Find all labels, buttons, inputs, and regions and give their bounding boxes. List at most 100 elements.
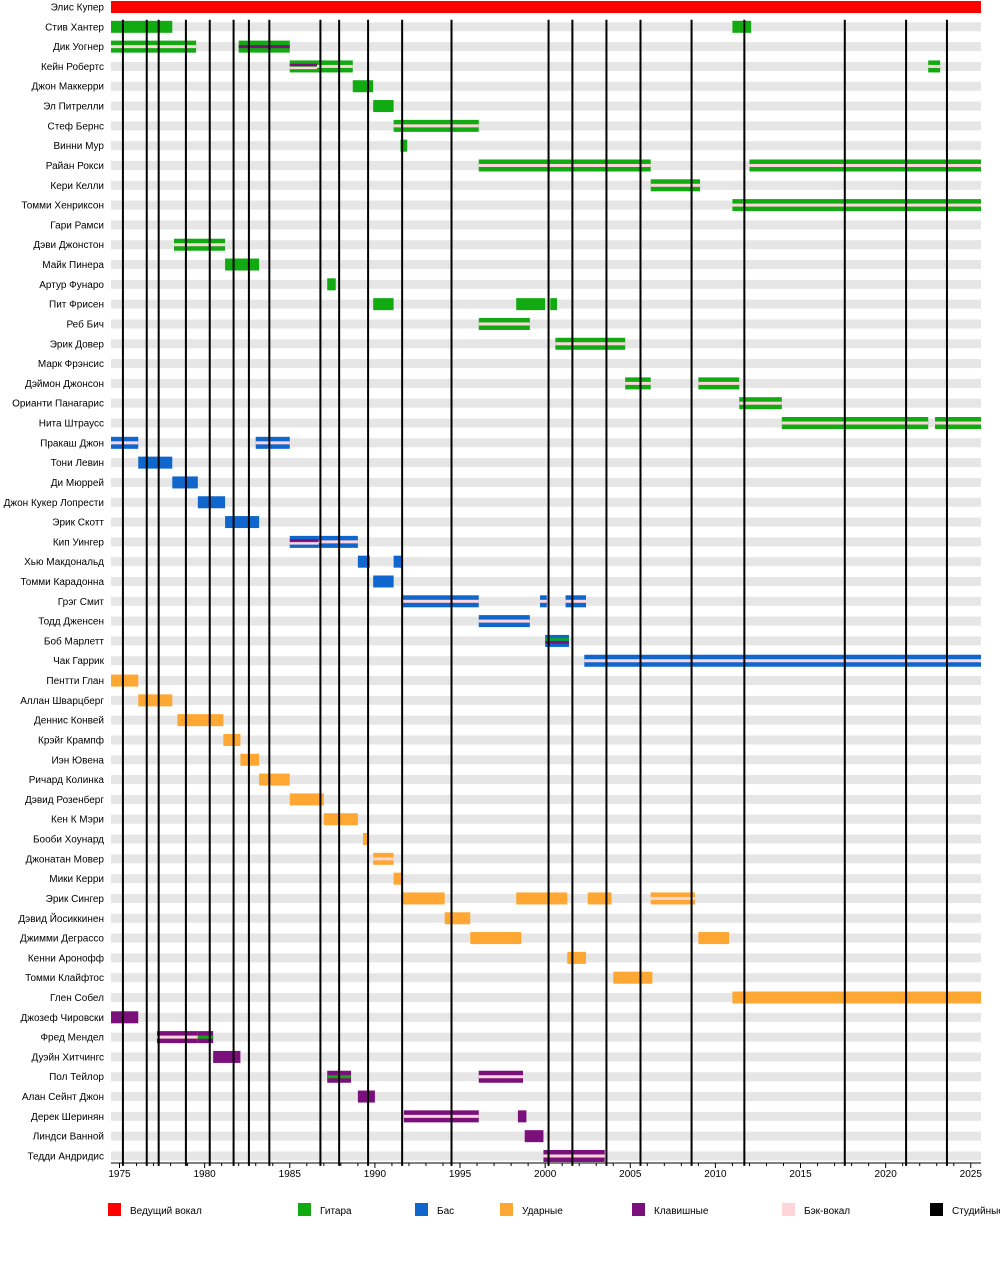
bar-stripe-backing [393,124,479,128]
member-label: Чак Гаррик [53,656,105,667]
row-band [111,22,981,32]
member-label: Дэвид Йосиккинен [18,912,104,925]
bar-guitar [373,100,394,113]
bar-drums [362,833,369,846]
bar-drums [613,971,653,984]
row-band [111,180,981,190]
legend-item-drums: Ударные [500,1203,563,1217]
bar-guitar [373,298,394,311]
legend-swatch-vocals [108,1203,121,1216]
member-label: Джон Маккерри [32,82,104,93]
x-tick-label: 1980 [194,1169,217,1180]
bar-guitar [516,298,546,311]
bar-drums [323,813,358,826]
member-label: Дэвид Розенберг [25,794,104,806]
member-label: Винни Мур [53,141,104,152]
x-tick-label: 2000 [534,1169,557,1180]
row-band [111,695,981,705]
bar-drums [587,892,612,905]
member-label: Джимми Деграссо [20,934,104,945]
row-band [111,378,981,388]
bar-stripe-guitar [545,638,569,641]
member-label: Мики Керри [49,874,104,885]
legend-item-backing: Бэк-вокал [782,1203,850,1217]
member-label: Хью Макдональд [24,557,104,568]
bar-guitar [225,258,260,271]
row-band [111,755,981,765]
member-label: Дик Уогнер [53,42,104,53]
bar-stripe-backing [478,163,651,167]
bar-stripe-backing [543,1154,605,1158]
row-band [111,240,981,250]
bar-stripe-keys [238,45,290,49]
member-label: Джон Кукер Лопрести [4,498,104,509]
bar-stripe-backing [289,542,319,545]
legend-item-studio: Студийные [930,1203,1000,1217]
member-label: Алан Сейнт Джон [22,1092,104,1103]
bar-stripe-backing [749,163,981,167]
row-band [111,1012,981,1022]
member-label: Дуэйн Хитчингс [32,1052,104,1063]
row-band [111,656,981,666]
member-label: Эрик Довер [50,339,105,350]
row-band [111,557,981,567]
row-band [111,973,981,983]
legend-swatch-guitar [298,1203,311,1216]
bar-keys [111,1011,139,1024]
bar-bass [357,555,370,568]
legend-item-keys: Клавишные [632,1203,709,1217]
bar-stripe-backing [156,1035,198,1039]
bar-drums [402,892,445,905]
legend: Ведущий вокал Гитара Бас Ударные Клавишные Бэ… [108,1203,1000,1217]
bar-guitar [327,278,336,291]
bar-stripe-backing [111,45,197,49]
row-band [111,42,981,52]
member-label: Тони Левин [51,458,104,469]
row-band [111,775,981,785]
x-tick-label: 2020 [875,1169,898,1180]
member-label: Ричард Колинка [29,775,105,786]
row-band [111,993,981,1002]
bar-drums [698,932,730,945]
x-tick-label: 1975 [108,1169,131,1180]
member-label: Пракаш Джон [40,438,104,449]
row-band [111,616,981,626]
row-band [111,814,981,824]
member-label: Аллан Шварцберг [20,695,104,707]
bar-keys [357,1090,375,1103]
bar-stripe-backing [928,64,941,68]
member-label: Тедди Андридис [27,1151,104,1162]
row-band [111,220,981,230]
legend-swatch-backing [782,1203,795,1216]
bar-stripe-backing [555,342,626,346]
member-label: Тодд Дженсен [38,617,104,628]
row-band [111,715,981,725]
row-band [111,537,981,547]
row-band [111,1032,981,1042]
bar-bass [545,634,569,647]
row-band [111,477,981,487]
row-band [111,418,981,428]
bar-vocals [111,1,981,13]
legend-swatch-drums [500,1203,513,1216]
row-band [111,458,981,468]
member-label: Пит Фрисен [49,300,104,311]
bar-drums [111,674,139,687]
row-band [111,200,981,210]
row-band [111,279,981,289]
bar-guitar [732,20,752,33]
bar-guitar [550,298,558,311]
bar-keys [517,1110,527,1123]
bar-drums [259,773,290,786]
row-band [111,1072,981,1082]
x-tick-label: 2010 [704,1169,727,1180]
member-label: Пол Тейлор [49,1072,104,1083]
row-band [111,101,981,111]
member-label: Джозеф Чировски [21,1012,105,1024]
member-label: Томми Клайфтос [25,972,104,984]
row-band [111,339,981,349]
member-label: Кери Келли [50,181,104,192]
bar-bass [373,575,394,588]
row-band [111,874,981,884]
